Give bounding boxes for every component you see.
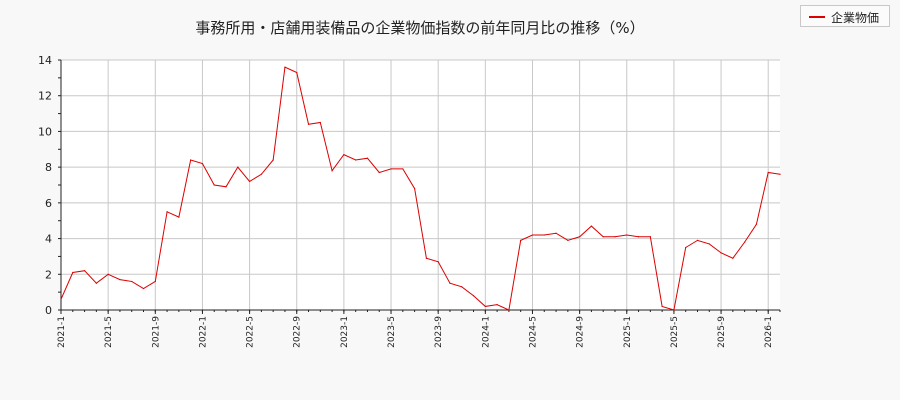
data-point — [531, 234, 534, 236]
data-point — [543, 234, 545, 236]
x-tick-label: 2021-9 — [151, 316, 161, 348]
chart-title: 事務所用・店舗用装備品の企業物価指数の前年同月比の推移（%） — [195, 19, 645, 37]
x-tick-label: 2023-5 — [387, 316, 397, 348]
x-tick-label: 2026-1 — [764, 316, 774, 348]
data-point — [614, 236, 616, 238]
data-point — [449, 282, 451, 284]
data-point — [72, 271, 74, 274]
data-point — [319, 121, 321, 124]
data-point — [425, 257, 427, 259]
y-tick-label: 12 — [38, 90, 52, 103]
data-point — [744, 241, 746, 243]
data-point — [178, 216, 180, 218]
x-tick-label: 2024-5 — [528, 316, 538, 348]
data-point — [720, 252, 722, 254]
data-point — [83, 270, 86, 272]
y-tick-label: 4 — [45, 233, 52, 246]
data-point — [649, 236, 651, 238]
data-point — [60, 298, 62, 300]
series-line — [60, 66, 781, 311]
data-point — [590, 225, 593, 227]
data-point — [461, 286, 463, 288]
data-point — [755, 223, 758, 225]
data-point — [107, 273, 109, 275]
data-point — [567, 239, 569, 241]
data-point — [284, 66, 286, 68]
data-point — [626, 234, 628, 236]
data-point — [637, 236, 640, 238]
data-point — [154, 280, 156, 283]
y-tick-label: 14 — [38, 54, 52, 67]
y-tick-label: 6 — [45, 197, 52, 210]
data-point — [213, 184, 215, 186]
data-point — [331, 170, 333, 172]
data-point — [708, 243, 710, 245]
data-point — [142, 287, 145, 290]
legend-swatch — [809, 16, 825, 18]
x-tick-label: 2023-1 — [340, 316, 350, 348]
data-point — [484, 305, 486, 308]
x-tick-label: 2023-9 — [434, 316, 444, 348]
data-point — [248, 180, 251, 183]
x-tick-label: 2025-9 — [717, 316, 727, 348]
data-point — [496, 304, 498, 306]
data-point — [307, 123, 310, 125]
data-point — [95, 282, 97, 284]
data-point — [378, 171, 380, 174]
data-point — [355, 159, 357, 161]
y-tick-label: 8 — [45, 161, 52, 174]
x-tick-label: 2022-5 — [246, 316, 256, 348]
data-point — [767, 171, 769, 174]
data-point — [437, 261, 439, 263]
data-point — [390, 168, 392, 170]
x-tick-label: 2021-1 — [57, 316, 67, 348]
data-point — [166, 211, 168, 213]
data-point — [366, 157, 369, 159]
plot-area — [61, 60, 780, 310]
y-tick-label: 0 — [45, 304, 52, 317]
legend: 企業物価 — [800, 5, 890, 27]
data-point — [272, 159, 274, 161]
data-point — [779, 173, 781, 175]
data-point — [579, 236, 581, 238]
data-point — [508, 309, 510, 311]
data-point — [260, 173, 262, 175]
x-tick-label: 2025-1 — [623, 316, 633, 348]
data-point — [119, 279, 121, 281]
data-point — [732, 257, 734, 259]
x-tick-label: 2022-1 — [198, 316, 208, 348]
data-point — [472, 295, 475, 297]
data-point — [673, 309, 675, 311]
data-point — [685, 246, 687, 249]
data-point — [402, 168, 404, 170]
data-point — [201, 162, 204, 165]
data-point — [602, 236, 604, 238]
x-tick-label: 2025-5 — [670, 316, 680, 348]
y-tick-label: 2 — [45, 268, 52, 281]
data-point — [237, 166, 239, 168]
data-point — [225, 186, 227, 188]
data-point — [696, 239, 699, 241]
data-point — [296, 71, 298, 74]
x-tick-label: 2022-9 — [293, 316, 303, 348]
legend-label: 企業物価 — [831, 11, 880, 25]
data-point — [414, 187, 416, 190]
data-point — [131, 280, 133, 283]
data-point — [555, 232, 557, 234]
data-point — [343, 154, 345, 156]
x-tick-label: 2024-9 — [576, 316, 586, 348]
x-tick-label: 2024-1 — [481, 316, 491, 348]
data-point — [520, 239, 522, 241]
y-tick-label: 10 — [38, 125, 52, 138]
data-point — [190, 159, 192, 161]
x-tick-label: 2021-5 — [104, 316, 114, 348]
data-point — [661, 305, 663, 308]
